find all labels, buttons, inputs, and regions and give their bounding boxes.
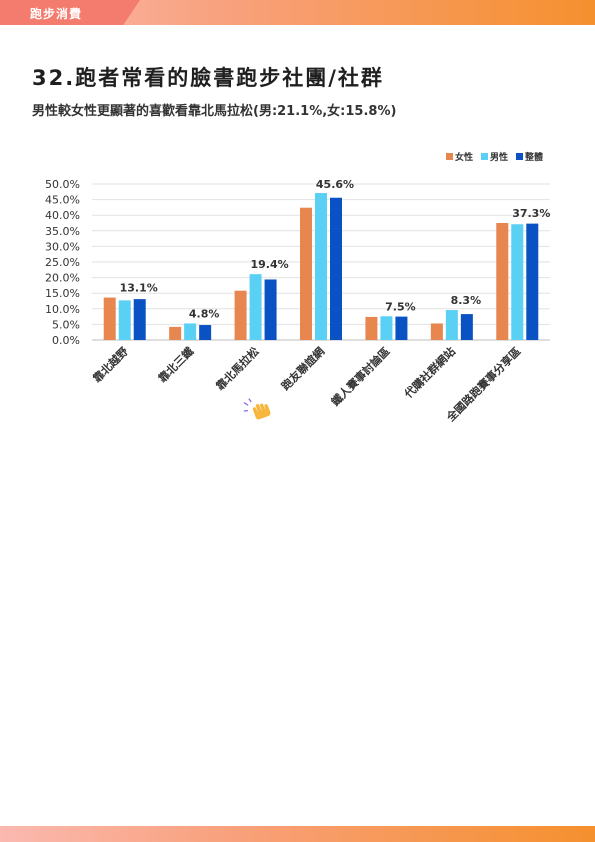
category-label: 靠北越野 <box>90 344 131 385</box>
data-label: 19.4% <box>250 258 288 271</box>
bar <box>526 223 539 340</box>
y-tick-label: 25.0% <box>45 256 80 269</box>
legend-swatch <box>516 153 523 160</box>
bar <box>264 279 277 340</box>
legend-label: 男性 <box>490 151 508 163</box>
data-label: 13.1% <box>120 282 158 295</box>
grouped-bar-chart: 0.0% 5.0% 10.0% 15.0% 20.0% 25.0% 30.0% 35.0% 40… <box>45 151 550 425</box>
page-subtitle: 男性較女性更顯著的喜歡看靠北馬拉松(男:21.1%,女:15.8%) <box>32 104 397 119</box>
legend-label: 整體 <box>524 151 543 163</box>
data-label: 8.3% <box>451 294 482 307</box>
section-label: 跑步消費 <box>30 7 83 21</box>
bar <box>365 316 378 340</box>
legend-label: 女性 <box>455 151 473 163</box>
y-tick-label: 10.0% <box>45 303 80 316</box>
y-tick-label: 30.0% <box>45 240 80 253</box>
bar <box>460 314 473 340</box>
y-tick-label: 20.0% <box>45 272 80 285</box>
bar <box>199 325 212 340</box>
bar <box>330 197 342 340</box>
legend-swatch <box>481 153 488 160</box>
bar <box>103 297 116 340</box>
bar <box>430 323 443 340</box>
bar <box>496 223 509 340</box>
bar <box>300 207 312 340</box>
category-label: 代購社群網站 <box>401 344 458 401</box>
data-label: 45.6% <box>316 178 354 191</box>
clapping-hand-icon <box>243 398 271 420</box>
y-tick-label: 5.0% <box>52 318 80 331</box>
bar <box>395 316 408 340</box>
category-label: 跑友聯誼網 <box>278 344 327 393</box>
y-tick-label: 15.0% <box>45 287 80 300</box>
data-label: 7.5% <box>385 300 416 313</box>
category-label: 鐵人賽事討論區 <box>328 344 392 408</box>
page-title: 32.跑者常看的臉書跑步社團/社群 <box>32 66 384 90</box>
section-tab: 跑步消費 <box>0 0 140 25</box>
bar <box>315 193 327 340</box>
bar <box>184 323 197 340</box>
y-tick-label: 50.0% <box>45 178 80 191</box>
category-label: 靠北三鐵 <box>155 344 196 385</box>
data-label: 37.3% <box>512 207 550 220</box>
y-tick-label: 40.0% <box>45 209 80 222</box>
bar <box>249 274 262 340</box>
category-label: 靠北馬拉松 <box>213 344 262 393</box>
bar <box>169 326 182 340</box>
bar <box>234 290 247 340</box>
bar <box>133 299 146 340</box>
bottom-footer-band <box>0 826 595 842</box>
bar <box>511 224 524 340</box>
legend-swatch <box>446 153 453 160</box>
bar <box>445 310 458 340</box>
bar <box>380 316 393 340</box>
bar <box>118 300 131 340</box>
y-tick-label: 45.0% <box>45 194 80 207</box>
y-tick-label: 0.0% <box>52 334 80 347</box>
data-label: 4.8% <box>189 307 220 320</box>
y-tick-label: 35.0% <box>45 225 80 238</box>
